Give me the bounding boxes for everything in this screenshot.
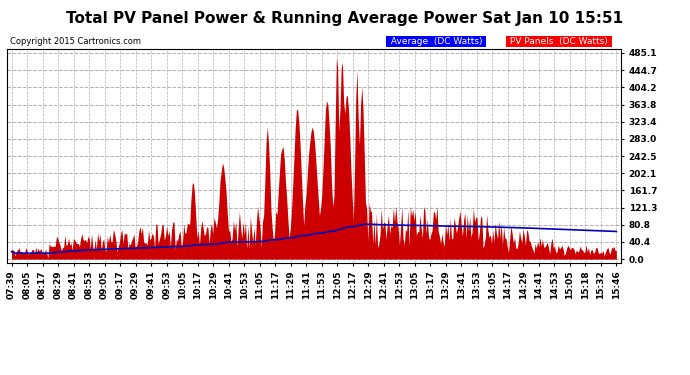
Text: Total PV Panel Power & Running Average Power Sat Jan 10 15:51: Total PV Panel Power & Running Average P… — [66, 11, 624, 26]
Text: PV Panels  (DC Watts): PV Panels (DC Watts) — [507, 37, 611, 46]
Text: Copyright 2015 Cartronics.com: Copyright 2015 Cartronics.com — [10, 37, 141, 46]
Text: Average  (DC Watts): Average (DC Watts) — [388, 37, 485, 46]
